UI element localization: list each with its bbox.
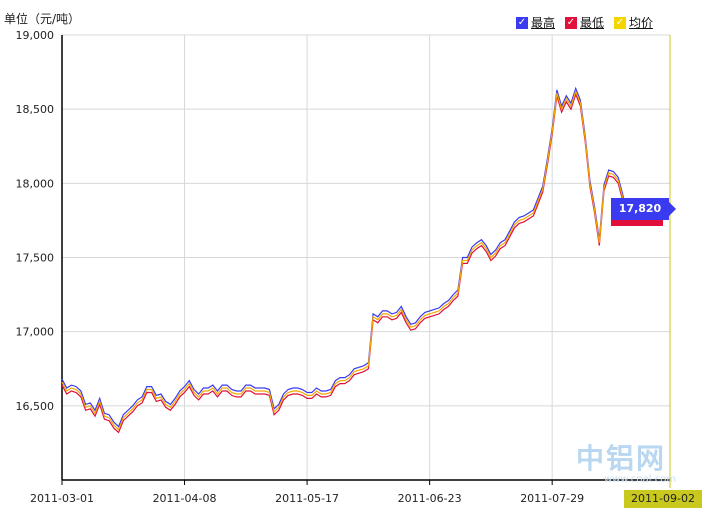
y-tick-label: 19,000 bbox=[16, 29, 55, 42]
tooltip-value: 17,820 bbox=[611, 198, 669, 220]
checkbox-icon[interactable]: ✓ bbox=[516, 16, 528, 29]
y-tick-label: 18,000 bbox=[16, 177, 55, 190]
chart-grid bbox=[61, 34, 670, 480]
x-tick-label: 2011-06-23 bbox=[398, 492, 462, 505]
legend-item-low[interactable]: ✓ 最低 bbox=[565, 14, 604, 31]
y-tick-label: 18,500 bbox=[16, 103, 55, 116]
legend-label-avg[interactable]: 均价 bbox=[629, 16, 654, 30]
tooltip-arrow-icon bbox=[669, 202, 676, 216]
y-tick-label: 17,500 bbox=[16, 252, 55, 265]
watermark-url: www.cnal.com bbox=[604, 474, 677, 485]
watermark-logo: 中铝网 bbox=[576, 442, 667, 475]
x-tick-label: 2011-05-17 bbox=[275, 492, 339, 505]
y-tick-label: 17,000 bbox=[16, 326, 55, 339]
tooltip-low-marker bbox=[611, 216, 663, 226]
unit-label: 单位（元/吨） bbox=[4, 12, 81, 26]
legend-item-high[interactable]: ✓ 最高 bbox=[516, 14, 555, 31]
y-tick-label: 16,500 bbox=[16, 400, 55, 413]
series-line-avg bbox=[61, 89, 671, 431]
x-tick-label: 2011-04-08 bbox=[153, 492, 217, 505]
y-tick-labels: 16,500 17,000 17,500 18,000 18,500 19,000 bbox=[16, 29, 55, 413]
series-line-high bbox=[61, 86, 671, 428]
checkbox-icon[interactable]: ✓ bbox=[565, 16, 577, 29]
chart-axes bbox=[61, 35, 671, 488]
x-tick-label: 2011-07-29 bbox=[520, 492, 584, 505]
end-date-label: 2011-09-02 bbox=[624, 490, 702, 508]
legend-label-high[interactable]: 最高 bbox=[531, 16, 556, 30]
series-lines bbox=[61, 86, 671, 434]
checkbox-icon[interactable]: ✓ bbox=[614, 16, 626, 29]
x-tick-labels: 2011-03-01 2011-04-08 2011-05-17 2011-06-23… bbox=[30, 492, 584, 505]
x-tick-label: 2011-03-01 bbox=[30, 492, 94, 505]
legend-item-avg[interactable]: ✓ 均价 bbox=[614, 14, 653, 31]
series-line-low bbox=[61, 92, 671, 434]
legend-label-low[interactable]: 最低 bbox=[580, 16, 605, 30]
